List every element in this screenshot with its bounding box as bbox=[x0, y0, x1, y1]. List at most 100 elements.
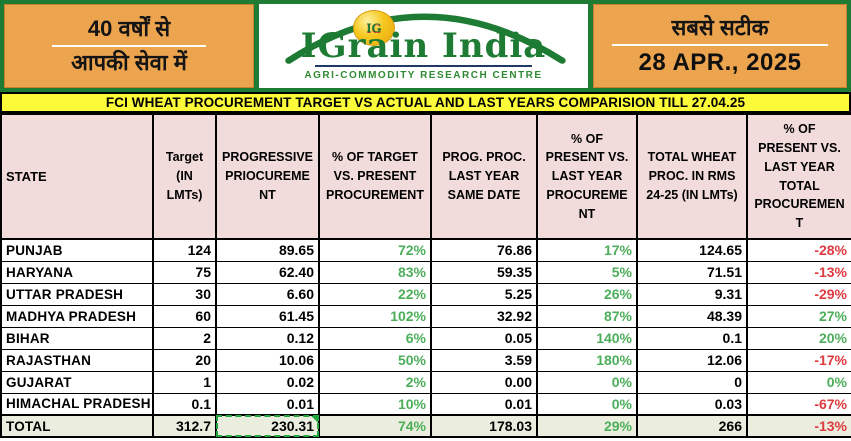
percent-cell[interactable]: 50% bbox=[318, 348, 432, 372]
value-cell[interactable]: 0.00 bbox=[430, 370, 538, 394]
banner-left-line2: आपकी सेवा में bbox=[71, 49, 187, 75]
table-row: BIHAR 2 0.12 6% 0.05 140% 0.1 20% bbox=[0, 326, 851, 350]
column-header-pct-target[interactable]: % OF TARGET VS. PRESENT PROCUREMENT bbox=[318, 113, 432, 240]
total-value-cell[interactable]: 266 bbox=[636, 414, 748, 438]
total-value-cell[interactable]: 178.03 bbox=[430, 414, 538, 438]
total-percent-cell[interactable]: 74% bbox=[318, 414, 432, 438]
percent-cell[interactable]: -13% bbox=[746, 260, 851, 284]
state-cell[interactable]: GUJARAT bbox=[0, 370, 154, 394]
value-cell[interactable]: 71.51 bbox=[636, 260, 748, 284]
value-cell[interactable]: 0.01 bbox=[215, 392, 320, 416]
value-cell[interactable]: 61.45 bbox=[215, 304, 320, 328]
percent-cell[interactable]: 72% bbox=[318, 238, 432, 262]
percent-cell[interactable]: -29% bbox=[746, 282, 851, 306]
value-cell[interactable]: 12.06 bbox=[636, 348, 748, 372]
column-header-pct-total[interactable]: % OF PRESENT VS. LAST YEAR TOTAL PROCURE… bbox=[746, 113, 851, 240]
value-cell[interactable]: 20 bbox=[152, 348, 217, 372]
value-cell[interactable]: 30 bbox=[152, 282, 217, 306]
table-row: GUJARAT 1 0.02 2% 0.00 0% 0 0% bbox=[0, 370, 851, 394]
total-percent-cell[interactable]: 29% bbox=[536, 414, 638, 438]
percent-cell[interactable]: 83% bbox=[318, 260, 432, 284]
banner-right-line1: सबसे सटीक bbox=[671, 15, 769, 41]
total-label-cell[interactable]: TOTAL bbox=[0, 414, 154, 438]
banner-right-divider bbox=[611, 43, 829, 46]
value-cell[interactable]: 60 bbox=[152, 304, 217, 328]
value-cell[interactable]: 0.1 bbox=[152, 392, 217, 416]
percent-cell[interactable]: 20% bbox=[746, 326, 851, 350]
percent-cell[interactable]: 17% bbox=[536, 238, 638, 262]
column-header-lastyear[interactable]: PROG. PROC. LAST YEAR SAME DATE bbox=[430, 113, 538, 240]
value-cell[interactable]: 0.02 bbox=[215, 370, 320, 394]
percent-cell[interactable]: 10% bbox=[318, 392, 432, 416]
column-header-pct-lastyear[interactable]: % OF PRESENT VS. LAST YEAR PROCUREMENT bbox=[536, 113, 638, 240]
percent-cell[interactable]: 102% bbox=[318, 304, 432, 328]
value-cell[interactable]: 89.65 bbox=[215, 238, 320, 262]
banner-right-box: सबसे सटीक 28 APR., 2025 bbox=[593, 4, 847, 88]
logo-subtitle: AGRI-COMMODITY RESEARCH CENTRE bbox=[304, 70, 543, 81]
value-cell[interactable]: 9.31 bbox=[636, 282, 748, 306]
banner-left-line1: 40 वर्षों से bbox=[87, 16, 171, 42]
percent-cell[interactable]: -67% bbox=[746, 392, 851, 416]
value-cell[interactable]: 32.92 bbox=[430, 304, 538, 328]
column-header-state[interactable]: STATE bbox=[0, 113, 154, 240]
logo-egg-icon: IG bbox=[353, 10, 395, 46]
value-cell[interactable]: 124.65 bbox=[636, 238, 748, 262]
total-value-cell[interactable]: 312.7 bbox=[152, 414, 217, 438]
banner-date: 28 APR., 2025 bbox=[638, 48, 802, 76]
value-cell[interactable]: 0.05 bbox=[430, 326, 538, 350]
total-percent-cell[interactable]: -13% bbox=[746, 414, 851, 438]
percent-cell[interactable]: 26% bbox=[536, 282, 638, 306]
value-cell[interactable]: 0.03 bbox=[636, 392, 748, 416]
percent-cell[interactable]: 0% bbox=[536, 370, 638, 394]
state-cell[interactable]: UTTAR PRADESH bbox=[0, 282, 154, 306]
percent-cell[interactable]: 87% bbox=[536, 304, 638, 328]
value-cell[interactable]: 5.25 bbox=[430, 282, 538, 306]
header-row: STATE Target (IN LMTs) PROGRESSIVE PRIOC… bbox=[0, 113, 851, 240]
bottom-margin-strip bbox=[0, 438, 851, 441]
value-cell[interactable]: 3.59 bbox=[430, 348, 538, 372]
percent-cell[interactable]: 0% bbox=[536, 392, 638, 416]
value-cell[interactable]: 124 bbox=[152, 238, 217, 262]
banner-left-divider bbox=[52, 44, 206, 47]
percent-cell[interactable]: 5% bbox=[536, 260, 638, 284]
state-cell[interactable]: PUNJAB bbox=[0, 238, 154, 262]
percent-cell[interactable]: 0% bbox=[746, 370, 851, 394]
logo-arch-icon bbox=[285, 13, 566, 64]
percent-cell[interactable]: 22% bbox=[318, 282, 432, 306]
percent-cell[interactable]: 180% bbox=[536, 348, 638, 372]
logo-title: IGrain India bbox=[300, 26, 547, 66]
report-title-bar: FCI WHEAT PROCUREMENT TARGET VS ACTUAL A… bbox=[0, 92, 851, 113]
value-cell[interactable]: 62.40 bbox=[215, 260, 320, 284]
column-header-total-rms[interactable]: TOTAL WHEAT PROC. IN RMS 24-25 (IN LMTs) bbox=[636, 113, 748, 240]
value-cell[interactable]: 1 bbox=[152, 370, 217, 394]
state-cell[interactable]: BIHAR bbox=[0, 326, 154, 350]
value-cell[interactable]: 59.35 bbox=[430, 260, 538, 284]
value-cell[interactable]: 0.1 bbox=[636, 326, 748, 350]
state-cell[interactable]: HARYANA bbox=[0, 260, 154, 284]
value-cell[interactable]: 0.01 bbox=[430, 392, 538, 416]
state-cell[interactable]: HIMACHAL PRADESH bbox=[0, 392, 154, 416]
percent-cell[interactable]: -28% bbox=[746, 238, 851, 262]
percent-cell[interactable]: 140% bbox=[536, 326, 638, 350]
state-cell[interactable]: RAJASTHAN bbox=[0, 348, 154, 372]
value-cell[interactable]: 75 bbox=[152, 260, 217, 284]
state-cell[interactable]: MADHYA PRADESH bbox=[0, 304, 154, 328]
selected-cell[interactable]: 230.31 bbox=[215, 414, 320, 438]
value-cell[interactable]: 6.60 bbox=[215, 282, 320, 306]
top-banner: 40 वर्षों से आपकी सेवा में IG IGrain Ind… bbox=[0, 0, 851, 92]
value-cell[interactable]: 0 bbox=[636, 370, 748, 394]
total-row: TOTAL 312.7 230.31 74% 178.03 29% 266 -1… bbox=[0, 414, 851, 438]
banner-left-box: 40 वर्षों से आपकी सेवा में bbox=[4, 4, 254, 88]
value-cell[interactable]: 48.39 bbox=[636, 304, 748, 328]
percent-cell[interactable]: 2% bbox=[318, 370, 432, 394]
percent-cell[interactable]: 6% bbox=[318, 326, 432, 350]
value-cell[interactable]: 10.06 bbox=[215, 348, 320, 372]
value-cell[interactable]: 2 bbox=[152, 326, 217, 350]
percent-cell[interactable]: -17% bbox=[746, 348, 851, 372]
column-header-target[interactable]: Target (IN LMTs) bbox=[152, 113, 217, 240]
value-cell[interactable]: 0.12 bbox=[215, 326, 320, 350]
column-header-progressive[interactable]: PROGRESSIVE PRIOCUREMENT bbox=[215, 113, 320, 240]
percent-cell[interactable]: 27% bbox=[746, 304, 851, 328]
value-cell[interactable]: 76.86 bbox=[430, 238, 538, 262]
